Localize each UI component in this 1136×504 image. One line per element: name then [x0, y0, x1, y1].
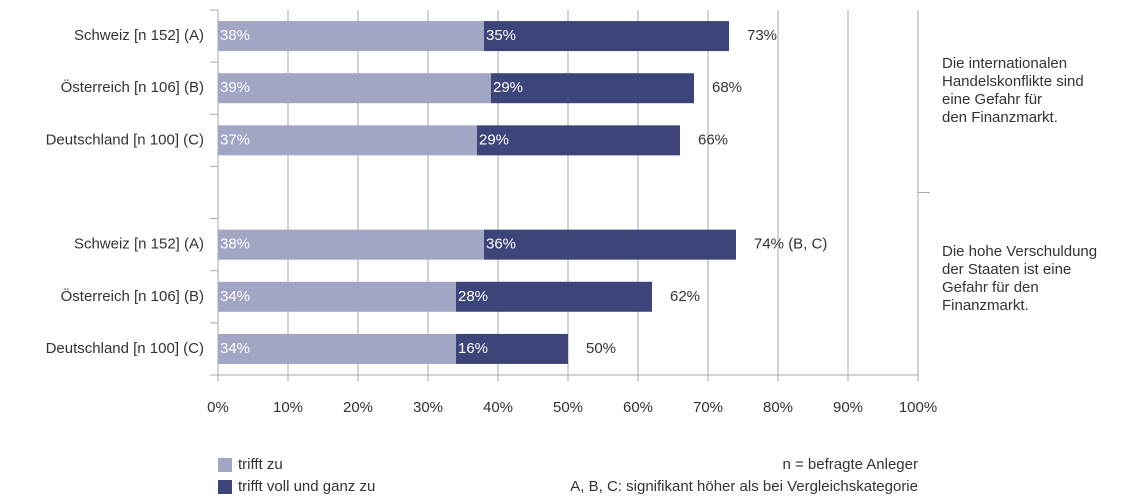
- group-label: Finanzmarkt.: [942, 297, 1029, 314]
- y-tick-label: Deutschland [n 100] (C): [46, 131, 204, 148]
- bar-label: 38%: [220, 27, 250, 44]
- bar-segment: [218, 229, 484, 260]
- total-label: 50%: [586, 340, 616, 357]
- group-label: den Finanzmarkt.: [942, 109, 1058, 126]
- bar-label: 34%: [220, 340, 250, 357]
- bar-label: 16%: [458, 340, 488, 357]
- bar-label: 29%: [479, 131, 509, 148]
- bar-label: 38%: [220, 236, 250, 253]
- y-tick-label: Schweiz [n 152] (A): [74, 27, 204, 44]
- group-label: der Staaten ist eine: [942, 261, 1071, 278]
- x-tick-label: 50%: [553, 399, 583, 416]
- total-label: 66%: [698, 131, 728, 148]
- group-label: Die internationalen: [942, 55, 1067, 72]
- bar-segment: [218, 333, 456, 364]
- x-tick-label: 0%: [207, 399, 229, 416]
- bar-label: 37%: [220, 131, 250, 148]
- bar-label: 39%: [220, 79, 250, 96]
- bar-label: 34%: [220, 288, 250, 305]
- bar-label: 36%: [486, 236, 516, 253]
- group-label: Die hohe Verschuldung: [942, 243, 1097, 260]
- bar-segment: [218, 21, 484, 52]
- total-label: 62%: [670, 288, 700, 305]
- group-label: Gefahr für den: [942, 279, 1039, 296]
- group-label: eine Gefahr für: [942, 91, 1042, 108]
- x-tick-label: 100%: [899, 399, 937, 416]
- x-tick-label: 40%: [483, 399, 513, 416]
- x-tick-label: 90%: [833, 399, 863, 416]
- x-tick-label: 70%: [693, 399, 723, 416]
- total-label: 68%: [712, 79, 742, 96]
- legend-swatch: [218, 458, 232, 472]
- note: A, B, C: signifikant höher als bei Vergl…: [570, 478, 918, 495]
- bar-label: 28%: [458, 288, 488, 305]
- legend-label: trifft voll und ganz zu: [238, 478, 375, 495]
- total-label: 73%: [747, 27, 777, 44]
- total-label: 74% (B, C): [754, 236, 827, 253]
- y-tick-label: Österreich [n 106] (B): [61, 78, 204, 96]
- bar-segment: [456, 333, 568, 364]
- y-tick-label: Österreich [n 106] (B): [61, 287, 204, 305]
- bar-segment: [491, 73, 694, 104]
- x-tick-label: 20%: [343, 399, 373, 416]
- legend-label: trifft zu: [238, 456, 283, 473]
- x-tick-label: 30%: [413, 399, 443, 416]
- bar-label: 29%: [493, 79, 523, 96]
- bar-segment: [477, 125, 680, 156]
- note: n = befragte Anleger: [782, 456, 918, 473]
- x-tick-label: 10%: [273, 399, 303, 416]
- bar-label: 35%: [486, 27, 516, 44]
- group-label: Handelskonflikte sind: [942, 73, 1084, 90]
- bar-segment: [218, 125, 477, 156]
- bar-segment: [218, 281, 456, 312]
- y-tick-label: Schweiz [n 152] (A): [74, 236, 204, 253]
- y-tick-label: Deutschland [n 100] (C): [46, 340, 204, 357]
- x-tick-label: 80%: [763, 399, 793, 416]
- x-tick-label: 60%: [623, 399, 653, 416]
- legend-swatch: [218, 480, 232, 494]
- bar-segment: [456, 281, 652, 312]
- bar-segment: [484, 21, 729, 52]
- bar-segment: [218, 73, 491, 104]
- bar-segment: [484, 229, 736, 260]
